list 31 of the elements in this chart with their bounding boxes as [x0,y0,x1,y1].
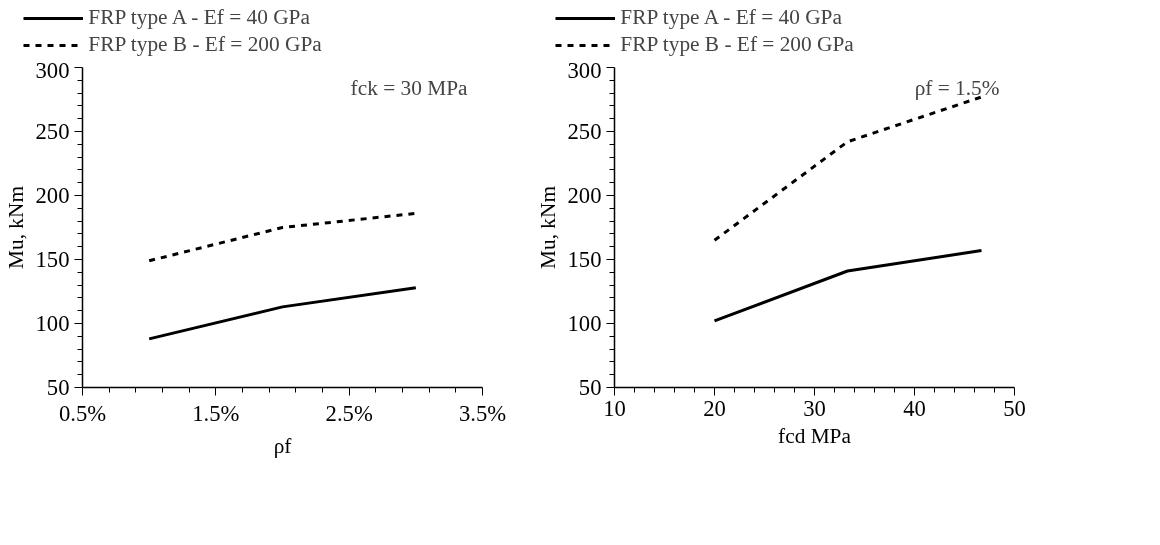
y-tick-label: 300 [35,57,70,83]
y-axis-title: Mu, kNm [3,185,28,269]
x-axis-title: ρf [273,433,293,458]
x-tick-label: 1.5% [192,400,240,426]
x-tick-label: 3.5% [458,400,507,426]
x-axis-title: fcd MPa [778,423,852,448]
y-tick-label: 250 [35,119,70,144]
annotation: fck = 30 MPa [350,75,469,100]
x-tick-label: 20 [703,395,726,421]
y-axis-title: Mu, kNm [535,185,560,269]
legend-label: FRP type B - Ef = 200 GPa [620,32,854,57]
y-tick-label: 100 [567,311,602,336]
legend-label: FRP type A - Ef = 40 GPa [88,5,310,30]
x-tick-label: 10 [603,395,626,421]
x-tick-label: 40 [903,395,926,421]
legend-label: FRP type B - Ef = 200 GPa [88,32,322,57]
y-tick-label: 50 [578,375,602,400]
x-tick-label: 0.5% [58,400,107,426]
y-tick-label: 50 [46,375,70,400]
y-tick-label: 250 [567,119,602,144]
x-tick-label: 30 [803,395,826,421]
y-tick-label: 150 [567,247,602,272]
x-tick-label: 50 [1003,395,1026,421]
y-tick-label: 150 [35,247,70,272]
y-tick-label: 200 [35,183,70,208]
y-tick-label: 200 [567,183,602,208]
x-tick-label: 2.5% [325,400,373,426]
legend-label: FRP type A - Ef = 40 GPa [620,5,842,30]
annotation: ρf = 1.5% [914,75,1000,100]
y-tick-label: 100 [35,311,70,336]
y-tick-label: 300 [567,57,602,83]
